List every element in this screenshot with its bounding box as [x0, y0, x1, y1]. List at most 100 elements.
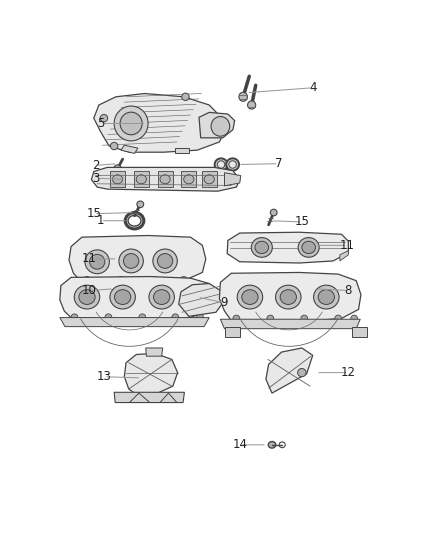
Ellipse shape [318, 290, 335, 304]
Ellipse shape [211, 117, 230, 136]
Ellipse shape [226, 158, 239, 171]
Ellipse shape [110, 285, 135, 309]
Polygon shape [158, 172, 173, 187]
Text: 2: 2 [92, 159, 99, 172]
Ellipse shape [160, 175, 170, 184]
Polygon shape [340, 251, 348, 261]
Polygon shape [181, 172, 196, 187]
Ellipse shape [151, 277, 159, 285]
Ellipse shape [114, 165, 121, 172]
Polygon shape [199, 112, 235, 138]
Ellipse shape [247, 101, 256, 109]
Ellipse shape [351, 315, 357, 322]
Polygon shape [179, 284, 223, 317]
Ellipse shape [113, 175, 123, 184]
Ellipse shape [251, 238, 272, 257]
Ellipse shape [217, 161, 225, 168]
Ellipse shape [239, 92, 247, 101]
Ellipse shape [229, 161, 237, 168]
Text: 15: 15 [86, 207, 101, 220]
Text: 4: 4 [309, 81, 317, 94]
Ellipse shape [139, 314, 146, 320]
Text: 12: 12 [341, 366, 356, 379]
Ellipse shape [137, 201, 144, 207]
Polygon shape [114, 392, 184, 402]
Ellipse shape [237, 285, 263, 309]
Text: 15: 15 [295, 215, 310, 229]
Ellipse shape [114, 290, 131, 304]
Ellipse shape [119, 249, 143, 273]
Ellipse shape [125, 213, 144, 229]
Ellipse shape [110, 142, 118, 150]
Polygon shape [110, 172, 125, 187]
Ellipse shape [157, 254, 173, 268]
Text: 11: 11 [81, 253, 96, 265]
Ellipse shape [153, 249, 177, 273]
Ellipse shape [267, 315, 274, 322]
Ellipse shape [298, 368, 306, 377]
Polygon shape [227, 232, 348, 263]
Ellipse shape [276, 285, 301, 309]
Polygon shape [220, 319, 360, 329]
Ellipse shape [182, 93, 189, 101]
Polygon shape [60, 277, 212, 319]
Text: 5: 5 [97, 117, 104, 130]
Text: 13: 13 [96, 370, 111, 383]
Text: 7: 7 [275, 157, 283, 170]
Text: 14: 14 [232, 438, 247, 451]
Ellipse shape [136, 175, 146, 184]
Ellipse shape [105, 314, 112, 320]
Polygon shape [69, 236, 206, 284]
Ellipse shape [172, 314, 179, 320]
Ellipse shape [301, 315, 307, 322]
Ellipse shape [79, 290, 95, 304]
Polygon shape [77, 281, 187, 290]
Polygon shape [121, 145, 138, 154]
Ellipse shape [85, 250, 110, 273]
Polygon shape [92, 167, 240, 191]
Text: 9: 9 [221, 296, 228, 309]
Ellipse shape [124, 254, 139, 268]
Ellipse shape [74, 285, 100, 309]
Ellipse shape [215, 158, 227, 171]
Ellipse shape [302, 241, 315, 254]
Polygon shape [134, 172, 149, 187]
Ellipse shape [71, 314, 78, 320]
Polygon shape [225, 327, 240, 337]
Ellipse shape [184, 175, 194, 184]
Polygon shape [94, 93, 224, 152]
Text: 3: 3 [92, 172, 99, 184]
Ellipse shape [314, 285, 339, 309]
Ellipse shape [197, 314, 203, 320]
Ellipse shape [242, 290, 258, 304]
Ellipse shape [149, 285, 174, 309]
Ellipse shape [233, 315, 240, 322]
Ellipse shape [255, 241, 268, 254]
Polygon shape [219, 272, 361, 322]
Ellipse shape [117, 277, 125, 285]
Ellipse shape [180, 277, 188, 285]
Ellipse shape [154, 290, 170, 304]
Polygon shape [202, 172, 217, 187]
Ellipse shape [270, 209, 277, 216]
Ellipse shape [120, 112, 142, 135]
Ellipse shape [100, 115, 108, 122]
Ellipse shape [204, 175, 214, 184]
Ellipse shape [298, 238, 319, 257]
Polygon shape [175, 148, 189, 154]
Ellipse shape [114, 106, 148, 141]
Text: 1: 1 [97, 214, 104, 227]
Text: 11: 11 [339, 239, 354, 252]
Text: 10: 10 [81, 284, 96, 297]
Text: 8: 8 [345, 284, 352, 297]
Ellipse shape [280, 290, 297, 304]
Ellipse shape [335, 315, 342, 322]
Ellipse shape [89, 254, 105, 269]
Ellipse shape [268, 441, 276, 448]
Ellipse shape [83, 277, 91, 285]
Polygon shape [352, 327, 367, 337]
Polygon shape [266, 348, 313, 393]
Polygon shape [124, 353, 178, 394]
Ellipse shape [128, 215, 141, 226]
Polygon shape [60, 318, 209, 327]
